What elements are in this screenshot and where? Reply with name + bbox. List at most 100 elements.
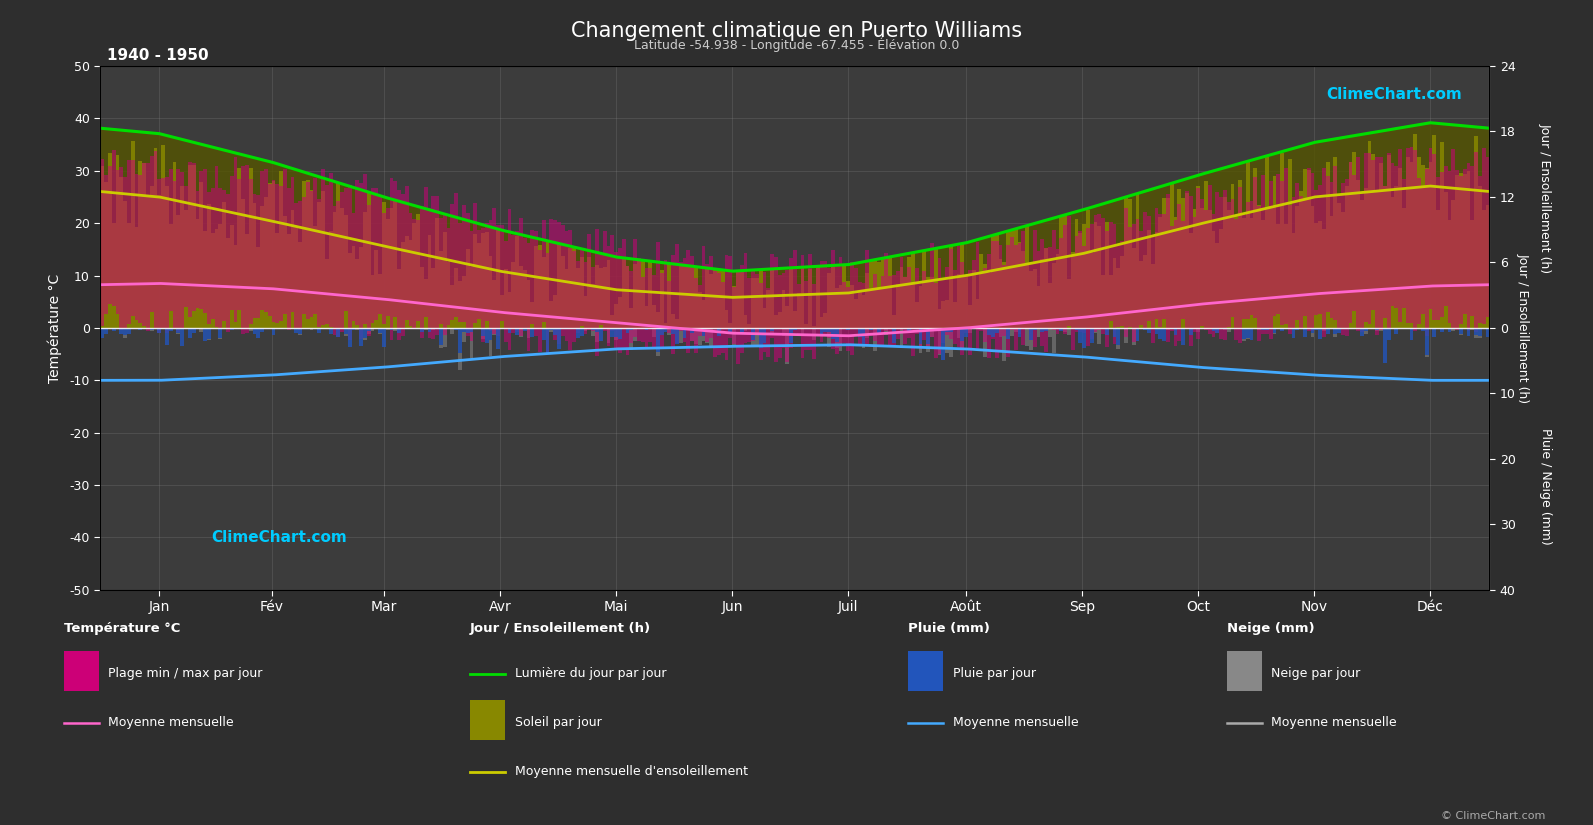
Bar [1029,271,1032,328]
Bar [279,186,284,322]
Bar [284,166,287,328]
Bar [660,328,664,335]
Bar [290,177,295,312]
Bar [344,185,347,328]
Bar [264,196,268,328]
Bar [1451,149,1454,328]
Bar [1317,185,1322,314]
Bar [440,346,443,347]
Bar [1372,133,1375,328]
Bar [1163,198,1166,328]
Bar [1078,231,1082,332]
Bar [405,186,409,320]
Bar [701,267,706,328]
Bar [1341,212,1344,328]
Bar [1273,205,1276,316]
Bar [889,257,892,328]
Bar [553,295,558,328]
Bar [119,177,123,328]
Bar [706,268,709,328]
Bar [983,328,988,357]
Bar [1037,251,1040,328]
Bar [1204,173,1207,328]
Bar [1421,165,1424,328]
Bar [752,270,755,328]
Bar [900,328,903,348]
Bar [1090,253,1094,328]
Bar [355,189,358,328]
Bar [994,328,999,333]
Bar [838,328,843,351]
Bar [961,262,964,355]
Bar [964,328,969,337]
Bar [832,328,835,338]
Bar [1462,174,1467,328]
Bar [100,129,104,328]
Bar [564,245,569,328]
Bar [1056,254,1059,328]
Bar [1262,328,1265,330]
Bar [1094,215,1098,332]
Bar [820,262,824,342]
Bar [793,328,796,330]
Bar [774,257,777,362]
Bar [188,328,191,338]
Bar [371,275,374,328]
Bar [1364,331,1368,334]
Bar [1067,214,1070,328]
Bar [596,229,599,356]
Bar [127,160,131,324]
Bar [123,177,127,328]
Bar [1265,328,1268,330]
Bar [1262,220,1265,328]
Bar [1448,125,1451,328]
Bar [1386,153,1391,329]
Bar [667,328,671,335]
Bar [1117,328,1120,345]
Bar [988,237,991,328]
Bar [679,265,683,328]
Bar [196,144,199,328]
Bar [1262,175,1265,334]
Bar [550,219,553,329]
Bar [938,248,941,328]
Bar [1223,190,1227,340]
Bar [459,353,462,370]
Bar [298,171,303,328]
Bar [462,332,465,342]
Bar [218,149,221,328]
Bar [706,268,709,328]
Bar [325,179,328,328]
Bar [1421,187,1424,314]
Bar [812,326,816,328]
Bar [1448,220,1451,328]
Bar [1481,128,1486,328]
Bar [1026,225,1029,328]
Bar [1380,328,1383,331]
Bar [1349,136,1352,328]
Bar [424,328,427,329]
Bar [728,328,733,332]
Bar [949,246,953,328]
Bar [1082,224,1086,328]
Bar [602,231,607,331]
Bar [933,248,938,328]
Bar [1394,129,1399,328]
Bar [515,231,519,332]
Bar [621,258,626,328]
Bar [386,208,390,316]
Bar [322,191,325,328]
Bar [112,223,116,328]
Bar [812,329,816,340]
Bar [328,231,333,328]
Bar [889,276,892,347]
Text: Moyenne mensuelle: Moyenne mensuelle [108,716,234,729]
Bar [832,266,835,328]
Bar [1090,224,1094,339]
Bar [919,252,922,328]
Text: Température °C: Température °C [64,623,180,635]
Bar [706,328,709,342]
Bar [945,266,949,336]
Bar [462,219,465,328]
Bar [1306,170,1311,328]
